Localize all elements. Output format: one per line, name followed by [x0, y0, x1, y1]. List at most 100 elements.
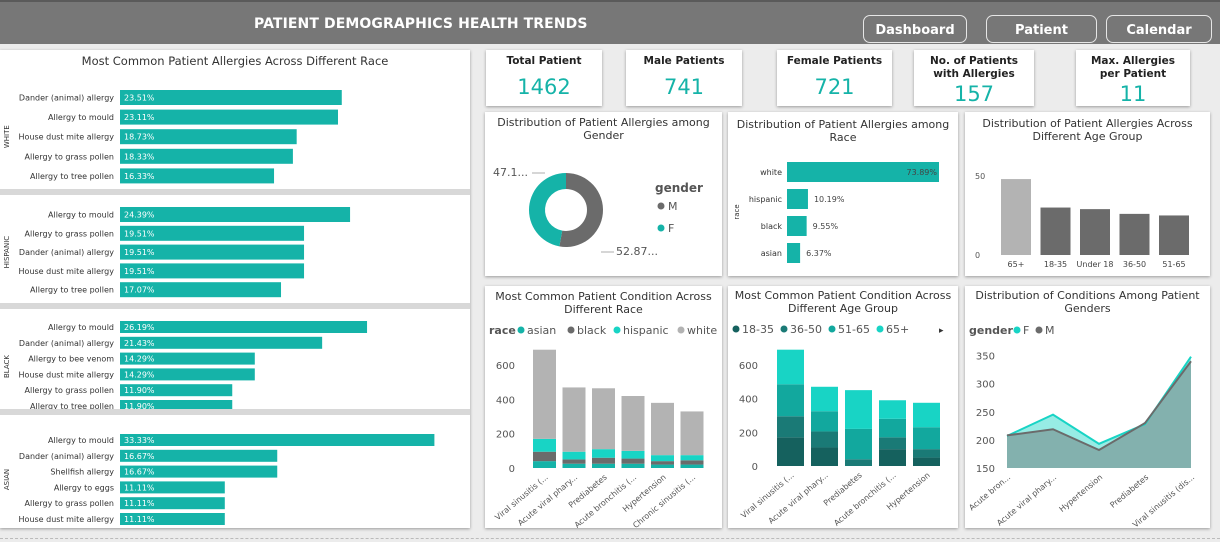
stacked-bar-segment: [651, 455, 674, 462]
stacked-bar-segment: [562, 463, 586, 468]
legend-marker: [1013, 326, 1021, 334]
allergy-data-label: 23.51%: [124, 94, 155, 103]
area-fill-f: [1007, 356, 1191, 468]
allergy-category-label: Dander (animal) allergy: [19, 94, 114, 103]
nav-patient-button[interactable]: Patient: [986, 15, 1097, 43]
ytick-label: 200: [739, 428, 758, 439]
allergy-data-label: 24.39%: [124, 211, 155, 220]
allergy-data-label: 18.73%: [124, 133, 155, 142]
allergy-data-label: 19.51%: [124, 248, 155, 257]
allergy-data-label: 11.11%: [124, 499, 155, 508]
stacked-bar-segment: [913, 402, 940, 428]
donut-legend-marker: [657, 224, 665, 232]
allergies-by-race-panel: Most Common Patient Allergies Across Dif…: [0, 50, 470, 528]
allergies-age-panel: Distribution of Patient Allergies Across…: [965, 112, 1210, 276]
allergy-category-label: House dust mite allergy: [19, 370, 115, 379]
kpi-total-patient: Total Patient 1462: [486, 50, 602, 106]
allergy-category-label: House dust mite allergy: [19, 133, 115, 142]
stacked-bar-segment: [777, 384, 804, 417]
stacked-bar-segment: [811, 431, 838, 448]
race-bar: [787, 216, 807, 236]
stacked-bar-segment: [845, 390, 872, 429]
legend-marker: [780, 325, 788, 333]
age-category-label: 18-35: [1044, 260, 1067, 269]
legend-label: black: [577, 324, 607, 337]
ytick-label: 600: [739, 361, 758, 372]
allergy-category-label: Allergy to grass pollen: [25, 499, 114, 508]
kpi-value: 721: [814, 75, 855, 99]
kpi-label: Male Patients: [643, 55, 725, 67]
stacked-bar-segment: [533, 349, 556, 439]
allergy-category-label: House dust mite allergy: [19, 267, 115, 276]
age-bar: [1119, 213, 1150, 255]
legend-marker: [828, 325, 836, 333]
age-ytick-label: 0: [975, 251, 980, 260]
allergies-race-chart: race white 73.89% hispanic 10.19% black 9.55% a…: [733, 162, 939, 263]
allergy-category-label: Allergy to bee venom: [28, 355, 114, 364]
kpi-patients-with-allergies: No. of Patients with Allergies 157: [914, 50, 1034, 106]
ytick-label: 200: [496, 430, 515, 441]
condition-race-title: Most Common Patient Condition Across Dif…: [495, 290, 712, 316]
condition-gender-title: Distribution of Conditions Among Patient…: [975, 289, 1200, 315]
condition-race-chart: race asian black hispanic white 0 200 400 600 Vir…: [489, 324, 717, 528]
ytick-label: 0: [509, 464, 515, 475]
donut-slice: [529, 173, 566, 247]
kpi-value: 1462: [517, 75, 571, 99]
legend-marker: [677, 326, 685, 334]
allergy-bar: [120, 225, 305, 241]
allergies-race-title: Distribution of Patient Allergies among …: [736, 118, 950, 144]
kpi-male-patients: Male Patients 741: [626, 50, 742, 106]
stacked-bar-segment: [680, 455, 704, 461]
allergies-race-panel: Distribution of Patient Allergies among …: [728, 112, 958, 276]
stacked-bar-segment: [811, 386, 838, 412]
race-axis-label: race: [733, 204, 741, 219]
legend-marker: [876, 325, 884, 333]
legend-label: hispanic: [623, 324, 669, 337]
legend-title: race: [489, 324, 516, 337]
allergy-bar: [120, 168, 275, 184]
area-fill-m: [1007, 361, 1191, 468]
legend-more-arrow: ▸: [939, 326, 944, 336]
nav-calendar-button[interactable]: Calendar: [1106, 15, 1212, 43]
kpi-value: 741: [663, 75, 705, 99]
age-bar: [1159, 215, 1189, 255]
stacked-bar-segment: [879, 437, 906, 450]
stacked-bar-segment: [811, 411, 838, 432]
age-bar: [1001, 179, 1031, 255]
allergy-bar: [120, 90, 342, 105]
allergy-category-label: Allergy to mould: [48, 211, 114, 220]
allergy-category-label: House dust mite allergy: [19, 515, 115, 524]
allergy-data-label: 23.11%: [124, 113, 155, 122]
legend-label: 36-50: [790, 323, 822, 336]
stacked-bar-segment: [777, 416, 804, 438]
allergies-gender-title: Distribution of Patient Allergies among …: [497, 116, 710, 142]
kpi-label: No. of Patients with Allergies: [929, 55, 1019, 80]
race-data-label: 10.19%: [814, 195, 845, 204]
allergy-data-label: 21.43%: [124, 339, 155, 348]
ytick-label: 600: [496, 361, 515, 372]
allergy-bar: [120, 282, 282, 298]
allergy-category-label: Allergy to grass pollen: [25, 386, 114, 395]
allergy-data-label: 19.51%: [124, 267, 155, 276]
age-category-label: 65+: [1008, 260, 1025, 269]
stacked-bar-segment: [680, 464, 704, 468]
stacked-bar-segment: [592, 388, 615, 450]
allergy-category-label: Shellfish allergy: [50, 468, 114, 477]
kpi-label: Female Patients: [786, 55, 883, 67]
allergy-bar: [120, 129, 297, 145]
nav-dashboard-button[interactable]: Dashboard: [863, 15, 967, 43]
stacked-bar-segment: [621, 463, 645, 468]
stacked-bar-segment: [592, 463, 615, 468]
allergy-bar: [120, 449, 278, 462]
category-label: Acute bronchitis (...: [832, 471, 898, 528]
allergy-data-label: 16.33%: [124, 172, 155, 181]
race-data-label: 6.37%: [806, 249, 832, 258]
legend-marker: [613, 326, 621, 334]
legend-marker: [567, 326, 575, 334]
stacked-bar-segment: [913, 427, 940, 450]
area-line-m: [1006, 360, 1192, 452]
stacked-bar-segment: [879, 400, 906, 419]
category-label: Viral sinusitis (...: [493, 473, 550, 522]
legend-label: 18-35: [742, 323, 774, 336]
allergy-bar: [120, 263, 305, 279]
